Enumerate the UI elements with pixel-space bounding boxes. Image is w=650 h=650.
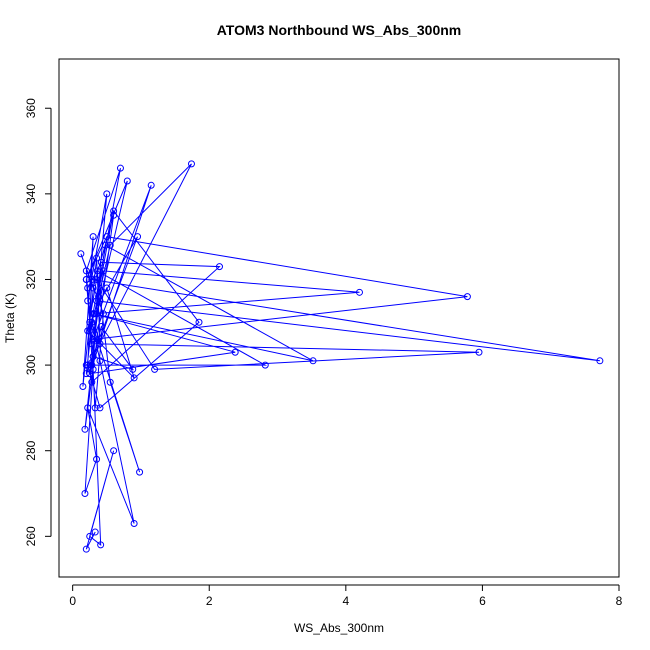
data-point [82, 275, 90, 283]
data-point [89, 353, 97, 361]
data-point [309, 357, 317, 365]
data-point [95, 293, 103, 301]
data-point [97, 541, 105, 549]
data-point [87, 340, 95, 348]
data-point [261, 361, 269, 369]
data-point [96, 340, 104, 348]
data-point [130, 519, 138, 527]
data-point [475, 348, 483, 356]
data-point [93, 267, 101, 275]
data-point [103, 233, 111, 241]
series-layer [77, 160, 604, 553]
data-point [84, 327, 92, 335]
data-point [77, 250, 85, 258]
data-point [84, 404, 92, 412]
data-point [88, 378, 96, 386]
data-point [110, 211, 118, 219]
x-tick-label: 4 [342, 594, 349, 608]
data-point [596, 357, 604, 365]
y-tick-label: 360 [24, 98, 38, 118]
data-point [86, 532, 94, 540]
data-point [187, 160, 195, 168]
data-point [93, 310, 101, 318]
data-point [89, 310, 97, 318]
data-point [93, 275, 101, 283]
data-point [147, 181, 155, 189]
data-point [106, 241, 114, 249]
y-axis: 260 280 300 320 340 360 [24, 98, 52, 546]
data-point [96, 357, 104, 365]
data-point [96, 297, 104, 305]
data-point [88, 361, 96, 369]
plot-area-frame [58, 58, 620, 578]
data-point [136, 468, 144, 476]
data-point [463, 293, 471, 301]
data-point [97, 323, 105, 331]
data-point [82, 361, 90, 369]
x-axis-label: WS_Abs_300nm [294, 621, 384, 635]
y-tick-label: 260 [24, 526, 38, 546]
data-point [103, 284, 111, 292]
data-point [86, 327, 94, 335]
data-point [82, 370, 90, 378]
data-point [215, 263, 223, 271]
data-point [93, 455, 101, 463]
data-point [89, 335, 97, 343]
data-point [88, 318, 96, 326]
data-point [82, 267, 90, 275]
x-tick-label: 6 [479, 594, 486, 608]
y-axis-label: Theta (K) [3, 293, 17, 343]
data-point [86, 318, 94, 326]
y-tick-label: 280 [24, 440, 38, 460]
data-point [88, 275, 96, 283]
data-point [151, 365, 159, 373]
data-point [134, 233, 142, 241]
data-point [79, 382, 87, 390]
data-point [84, 297, 92, 305]
data-point [110, 207, 118, 215]
data-point [106, 378, 114, 386]
data-point [123, 177, 131, 185]
series-line [80, 163, 600, 550]
x-axis: 0 2 4 6 8 [69, 584, 623, 608]
x-tick-label: 0 [69, 594, 76, 608]
data-point [103, 190, 111, 198]
data-point [81, 425, 89, 433]
data-point [116, 164, 124, 172]
data-point [89, 365, 97, 373]
data-point [84, 284, 92, 292]
y-tick-label: 300 [24, 355, 38, 375]
data-point [86, 370, 94, 378]
data-point [91, 404, 99, 412]
data-point [355, 288, 363, 296]
data-point [93, 254, 101, 262]
y-tick-label: 320 [24, 269, 38, 289]
data-point [96, 404, 104, 412]
data-point [91, 528, 99, 536]
data-point [195, 318, 203, 326]
data-point [82, 545, 90, 553]
x-tick-label: 2 [206, 594, 213, 608]
data-point [89, 284, 97, 292]
data-point [97, 258, 105, 266]
x-tick-label: 8 [616, 594, 623, 608]
data-point [231, 348, 239, 356]
data-point [129, 365, 137, 373]
data-point [101, 241, 109, 249]
data-point [130, 374, 138, 382]
data-point [99, 310, 107, 318]
y-tick-label: 340 [24, 184, 38, 204]
data-point [81, 490, 89, 498]
data-point [110, 447, 118, 455]
chart-title: ATOM3 Northbound WS_Abs_300nm [217, 22, 462, 38]
data-point [93, 297, 101, 305]
data-point [89, 233, 97, 241]
